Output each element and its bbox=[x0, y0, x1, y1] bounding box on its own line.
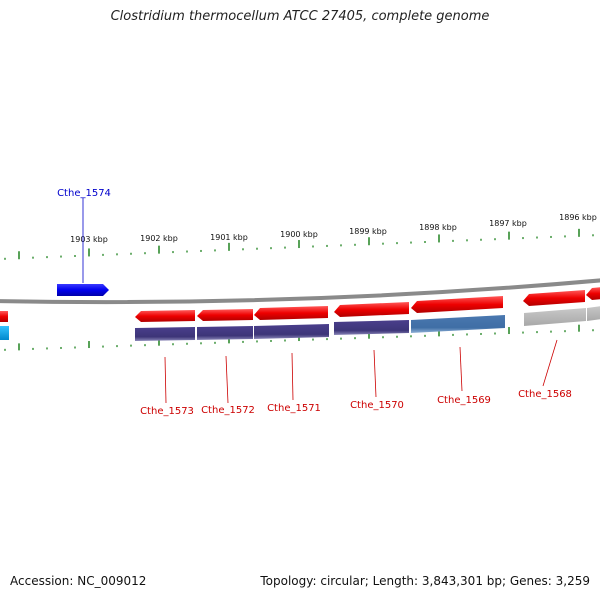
gene-label-leader bbox=[225, 355, 229, 404]
gene-label-cthe-1570: Cthe_1570 bbox=[350, 400, 404, 411]
gene-label-leader bbox=[373, 349, 377, 398]
gene-label-leader bbox=[459, 346, 463, 392]
gene-label-cthe-1571: Cthe_1571 bbox=[267, 403, 321, 414]
ruler-label: 1896 kbp bbox=[559, 213, 597, 222]
genome-summary: Topology: circular; Length: 3,843,301 bp… bbox=[260, 574, 590, 588]
gene-label-cthe-1573: Cthe_1573 bbox=[140, 406, 194, 417]
gene-cthe-1574[interactable] bbox=[57, 284, 109, 296]
gene-label-leader bbox=[291, 352, 294, 401]
ruler-label: 1903 kbp bbox=[70, 235, 108, 244]
gene-left-edge bbox=[0, 311, 8, 322]
gene-label-leader bbox=[164, 356, 167, 404]
ruler-label: 1897 kbp bbox=[489, 219, 527, 228]
genome-backbone bbox=[0, 278, 600, 305]
gene-cthe-1573[interactable] bbox=[135, 310, 195, 322]
gene-label-cthe-1568: Cthe_1568 bbox=[518, 389, 572, 400]
gene-cthe-1568[interactable] bbox=[523, 290, 585, 306]
ruler-label: 1899 kbp bbox=[349, 227, 387, 236]
gene-label-cthe-1574: Cthe_1574 bbox=[57, 188, 111, 199]
ruler-label: 1898 kbp bbox=[419, 223, 457, 232]
map-title: Clostridium thermocellum ATCC 27405, com… bbox=[110, 9, 490, 24]
gene-label-leader bbox=[542, 339, 558, 387]
accession-label: Accession: NC_009012 bbox=[10, 574, 147, 588]
gene-cthe-1569[interactable] bbox=[411, 296, 503, 313]
ruler-label: 1900 kbp bbox=[280, 230, 318, 239]
gene-cthe-1571[interactable] bbox=[254, 306, 328, 320]
upper-ruler-ticks bbox=[4, 228, 594, 260]
gene-label-cthe-1569: Cthe_1569 bbox=[437, 395, 491, 406]
category-track bbox=[0, 306, 600, 341]
gene-right-edge bbox=[586, 287, 600, 300]
gene-label-cthe-1572: Cthe_1572 bbox=[201, 405, 255, 416]
ruler-label: 1902 kbp bbox=[140, 234, 178, 243]
gene-cthe-1570[interactable] bbox=[334, 302, 409, 317]
ruler-label: 1901 kbp bbox=[210, 233, 248, 242]
gene-cthe-1572[interactable] bbox=[197, 309, 253, 321]
